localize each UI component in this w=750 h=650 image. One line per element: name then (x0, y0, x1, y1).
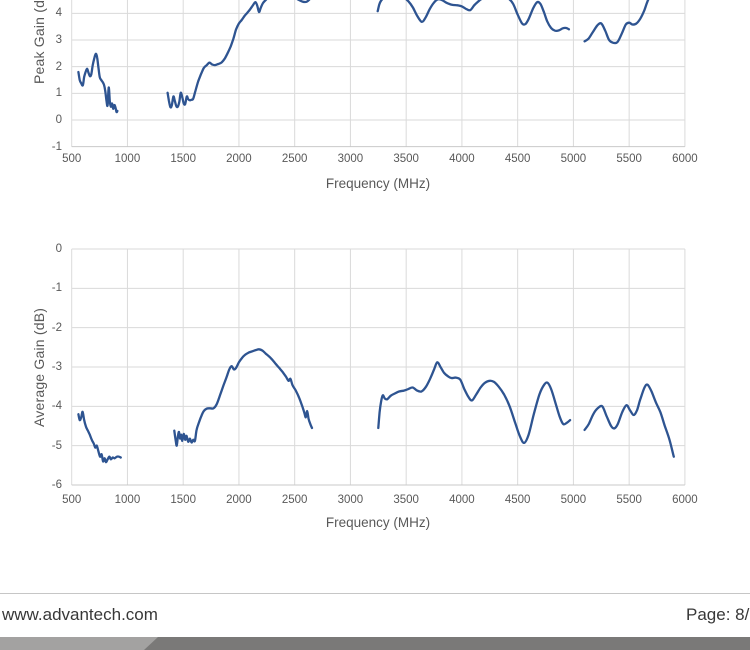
y-tick-label: -4 (51, 400, 62, 413)
footer-divider (0, 593, 750, 594)
x-tick-label: 2500 (281, 153, 308, 165)
x-tick-label: 4500 (504, 494, 531, 506)
y-tick-label: 4 (55, 7, 62, 20)
x-tick-label: 3500 (393, 494, 419, 506)
x-tick-label: 2500 (281, 494, 308, 506)
x-tick-label: 1500 (170, 494, 196, 506)
x-tick-label: 4000 (449, 494, 475, 506)
peak-gain-line (166, 0, 311, 109)
x-tick-label: 1000 (114, 153, 141, 165)
average-gain-line (583, 383, 675, 458)
x-tick-label: 5000 (560, 153, 587, 165)
x-tick-label: 5500 (616, 153, 642, 165)
peak-gain-line (376, 0, 571, 33)
bottom-accent-bar-dark-segment (144, 637, 750, 650)
y-tick-label: -1 (51, 140, 62, 153)
average-gain-x-axis-title: Frequency (MHz) (325, 515, 431, 530)
y-tick-label: 2 (55, 60, 62, 73)
average-gain-line (377, 361, 572, 445)
y-tick-label: -1 (51, 282, 62, 295)
x-tick-label: 3000 (337, 153, 364, 165)
footer-website-text: www.advantech.com (2, 605, 158, 624)
average-gain-chart (71, 248, 686, 486)
x-tick-label: 500 (62, 494, 82, 506)
x-tick-label: 500 (62, 153, 82, 165)
peak-gain-line (77, 52, 119, 114)
x-tick-label: 2000 (226, 494, 252, 506)
x-tick-label: 4000 (449, 153, 475, 165)
y-tick-label: -2 (51, 321, 62, 334)
x-tick-label: 6000 (672, 153, 698, 165)
y-tick-label: -5 (51, 439, 62, 452)
x-tick-label: 5000 (560, 494, 587, 506)
x-tick-label: 2000 (226, 153, 252, 165)
y-tick-label: -6 (51, 478, 62, 491)
x-tick-label: 4500 (504, 153, 531, 165)
y-tick-label: 3 (55, 33, 62, 46)
y-tick-label: -3 (51, 360, 62, 373)
bottom-accent-bar (0, 637, 750, 650)
y-tick-label: 0 (55, 243, 62, 255)
peak-gain-x-axis-title: Frequency (MHz) (325, 176, 431, 191)
x-tick-label: 5500 (616, 494, 642, 506)
x-tick-label: 1500 (170, 153, 196, 165)
y-tick-label: 1 (55, 87, 62, 100)
x-tick-label: 3000 (337, 494, 364, 506)
x-tick-label: 3500 (393, 153, 419, 165)
peak-gain-chart (71, 0, 686, 148)
y-tick-label: 0 (55, 114, 62, 126)
x-tick-label: 1000 (114, 494, 141, 506)
average-gain-line (77, 410, 122, 464)
x-tick-label: 6000 (672, 494, 698, 506)
peak-gain-line (583, 0, 650, 45)
footer-page-number: Page: 8/ (686, 605, 750, 624)
average-gain-line (173, 348, 314, 447)
